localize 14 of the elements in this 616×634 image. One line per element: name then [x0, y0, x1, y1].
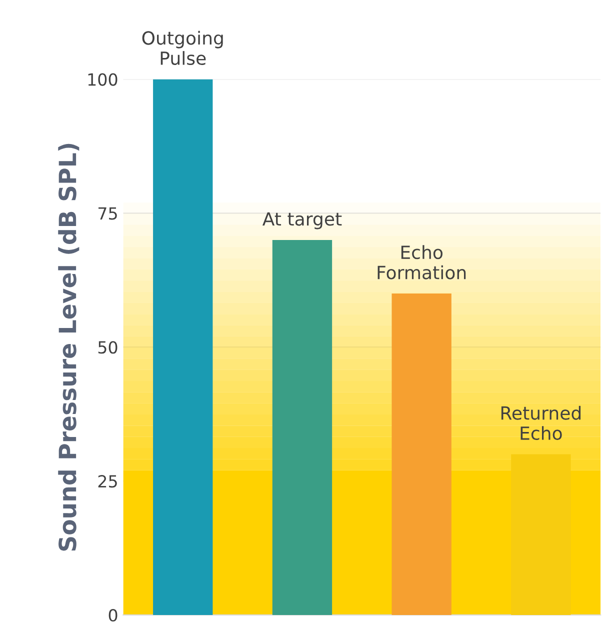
y-tick-label: 75 [98, 207, 117, 220]
y-tick-label: 50 [98, 341, 118, 354]
bar [511, 454, 571, 615]
y-tick-label: 0 [108, 608, 118, 622]
y-axis-title: Sound Pressure Level (dB SPL) [58, 144, 80, 551]
x-tick-label: Echo Formation [378, 245, 466, 280]
y-tick-label: 100 [88, 73, 118, 86]
x-tick-label: At target [262, 212, 342, 230]
bar [272, 240, 332, 615]
x-tick-label: Outgoing Pulse [142, 30, 223, 66]
bar [153, 79, 213, 615]
bar [392, 294, 452, 615]
y-tick-label: 25 [98, 475, 117, 488]
x-tick-label: Returned Echo [501, 406, 581, 440]
